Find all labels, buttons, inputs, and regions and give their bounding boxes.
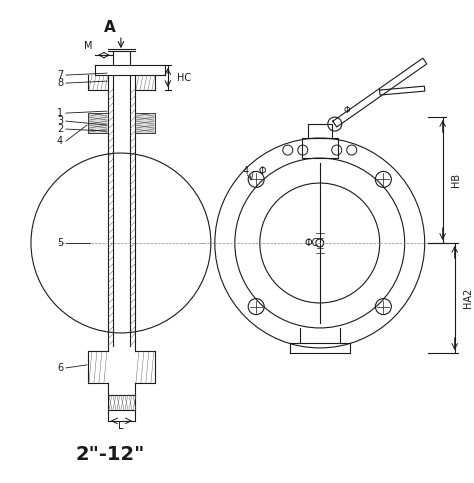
Text: 2: 2 [57,124,63,134]
Text: 8: 8 [57,78,63,88]
Text: 4 - Φ: 4 - Φ [243,166,266,176]
Text: 7: 7 [57,70,63,80]
Bar [308,124,332,138]
Text: HC: HC [177,73,191,83]
Bar [88,113,108,133]
Text: 4: 4 [57,136,63,146]
Text: HB: HB [451,173,461,187]
Text: 1: 1 [57,108,63,118]
Bar [302,138,338,158]
Text: 5: 5 [57,238,63,248]
Text: M: M [84,41,92,51]
Text: L: L [118,421,124,431]
Text: A: A [104,20,116,35]
Text: Φ: Φ [344,106,350,114]
Text: 2"-12": 2"-12" [75,445,145,464]
Text: 3: 3 [57,116,63,126]
Text: HA2: HA2 [463,288,473,308]
Bar [135,113,155,133]
Text: ΦC: ΦC [305,238,319,248]
Text: 6: 6 [57,363,63,373]
